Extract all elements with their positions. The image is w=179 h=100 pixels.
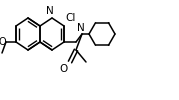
Text: O: O — [0, 37, 6, 47]
Text: N: N — [77, 23, 85, 33]
Text: N: N — [46, 6, 54, 16]
Text: O: O — [60, 64, 68, 74]
Text: Cl: Cl — [65, 13, 75, 23]
